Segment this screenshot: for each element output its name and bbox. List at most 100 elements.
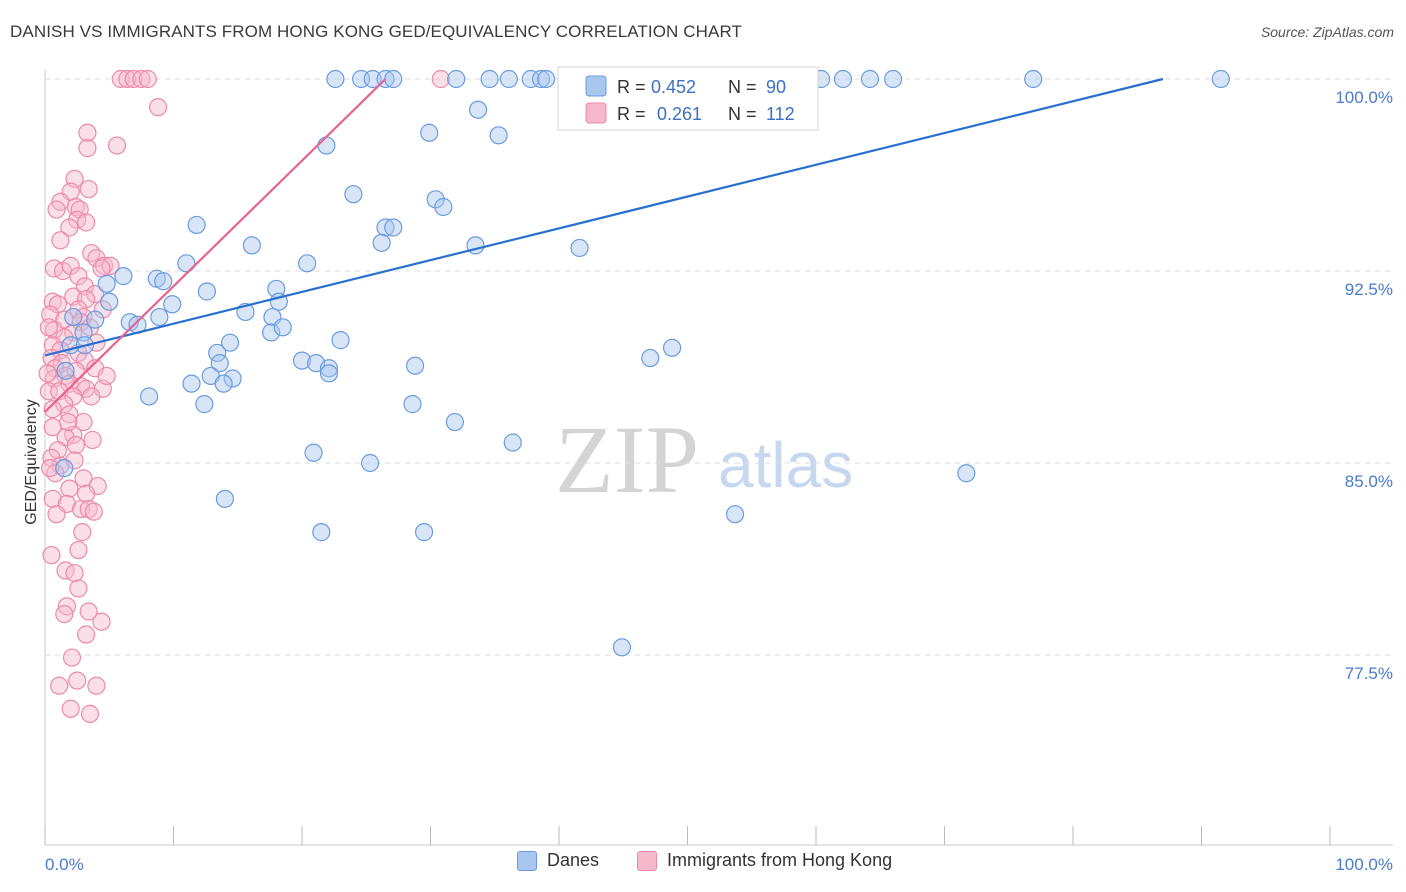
hk-point [92,612,111,631]
hk-point [86,284,105,304]
danes-point [319,359,339,378]
source-credit: Source: ZipAtlas.com [1260,24,1394,40]
hk-point [77,213,96,232]
danes-point [414,523,434,542]
danes-point [403,395,422,414]
hk-point [44,320,64,339]
danes-point [220,333,240,352]
danes-point [197,282,217,301]
hk-point [69,540,88,560]
gridlines [45,78,1393,656]
hk-point [82,387,101,406]
danes-point [97,274,116,293]
danes-point [64,307,83,327]
hk-point [84,502,103,521]
danes-point [114,267,133,286]
hk-point [74,307,93,327]
danes-point [55,459,74,478]
hk-point [138,69,157,89]
hk-point [47,200,66,219]
hk-point [77,484,96,503]
y-tick-label: 92.5% [1345,280,1393,299]
hk-point [69,579,88,598]
danes-point [860,69,880,89]
legend-swatch-hk [585,102,607,124]
hk-point [55,395,74,414]
danes-point [195,395,214,414]
danes-point [262,323,281,342]
danes-point [273,318,292,337]
danes-point [447,69,466,89]
danes-point [405,356,425,375]
hk-point [39,318,58,337]
legend-label-danes: Danes [547,850,600,870]
danes-point [56,361,75,380]
danes-point [725,505,745,524]
danes-point [1024,69,1043,89]
danes-point [344,185,363,204]
danes-point [154,272,173,291]
hk-point [107,136,127,155]
danes-point [292,351,312,370]
danes-point [434,197,453,217]
hk-point [39,382,58,401]
danes-point [1211,69,1230,89]
danes-point [326,69,345,89]
danes-point [223,369,242,388]
danes-point [384,218,403,237]
legend-swatch-danes [585,75,607,97]
danes-point [662,338,682,357]
hk-point [78,139,97,158]
hk-point [118,69,137,89]
hk-point [83,430,102,450]
hk-point [41,459,60,478]
hk-point [82,243,101,263]
y-axis-title: GED/Equivalency [23,399,40,524]
danes-point [187,215,206,235]
legend-r-value-hk: 0.261 [657,104,702,124]
danes-point [139,387,159,406]
hk-point [69,267,88,286]
danes-point [312,523,331,542]
danes-point [163,295,182,314]
danes-point [372,233,391,252]
hk-point [61,699,80,718]
x-tick-labels: 0.0% 100.0% [45,855,1393,874]
hk-point [60,479,79,498]
danes-point [177,254,196,273]
danes-point [480,69,499,89]
hk-point [47,505,66,524]
legend-n-value-hk: 112 [766,104,795,124]
legend-item-danes: Danes [517,850,599,871]
trend-line-danes [44,77,1164,357]
hk-point [87,676,106,695]
hk-point [79,499,98,519]
danes-point [531,69,551,89]
hk-point [50,676,69,695]
legend-item-hk: Immigrants from Hong Kong [637,850,892,871]
hk-point [48,295,67,314]
hk-point [80,704,100,723]
legend-n-label-hk: N = [728,104,757,124]
legend-n-label-danes: N = [728,77,757,97]
danes-point [376,218,395,237]
y-tick-labels: 77.5% 85.0% 92.5% 100.0% [1335,88,1393,683]
danes-point [426,190,445,209]
watermark-atlas: atlas [718,429,853,501]
hk-point [65,451,84,470]
danes-point [182,374,201,393]
hk-point [78,123,97,142]
danes-point [331,331,350,350]
hk-point [77,625,96,644]
danes-point [833,69,853,89]
legend-r-value-danes: 0.452 [651,77,696,97]
danes-point [298,254,317,273]
hk-point [65,563,84,583]
hk-point [87,249,106,268]
legend-swatch-danes-bottom [517,850,537,871]
danes-point [215,489,234,508]
hk-point [61,256,80,275]
hk-point [132,69,151,89]
trend-line-hk [44,78,387,413]
danes-point [499,69,518,89]
